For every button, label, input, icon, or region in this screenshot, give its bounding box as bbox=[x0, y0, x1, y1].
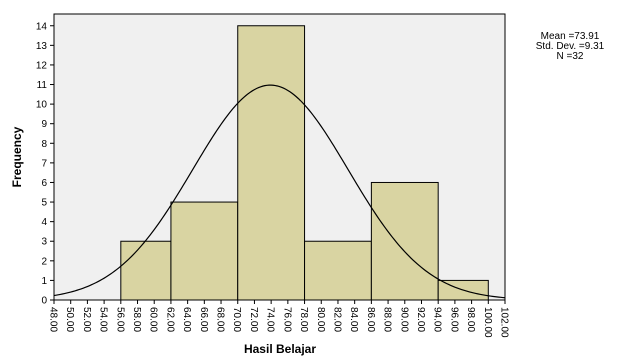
y-tick-label: 2 bbox=[41, 256, 47, 267]
x-tick-label: 96.00 bbox=[448, 307, 459, 332]
x-tick-label: 90.00 bbox=[398, 307, 409, 332]
x-axis: 48.00 50.00 52.00 54.00 56.00 58.00 60.00 62.00… bbox=[48, 300, 510, 338]
x-tick-label: 92.00 bbox=[415, 307, 426, 332]
x-tick-label: 50.00 bbox=[64, 307, 75, 332]
y-tick-label: 14 bbox=[36, 21, 48, 32]
histogram-bar-4 bbox=[304, 240, 372, 301]
y-axis-label: Frequency bbox=[10, 126, 24, 187]
x-tick-label: 78.00 bbox=[298, 307, 309, 332]
x-axis-label: Hasil Belajar bbox=[244, 342, 316, 356]
histogram-bar-1 bbox=[120, 240, 172, 301]
x-tick-label: 100.00 bbox=[482, 307, 493, 338]
y-tick-label: 3 bbox=[41, 237, 47, 248]
x-tick-label: 54.00 bbox=[98, 307, 109, 332]
x-tick-label: 70.00 bbox=[231, 307, 242, 332]
y-tick-label: 8 bbox=[41, 139, 47, 150]
x-tick-label: 58.00 bbox=[131, 307, 142, 332]
x-tick-label: 74.00 bbox=[265, 307, 276, 332]
x-tick-label: 64.00 bbox=[181, 307, 192, 332]
x-tick-label: 94.00 bbox=[432, 307, 443, 332]
x-tick-label: 86.00 bbox=[365, 307, 376, 332]
y-tick-label: 9 bbox=[41, 119, 47, 130]
statistics-legend: Mean =73.91 Std. Dev. =9.31 N =32 bbox=[520, 32, 620, 62]
stat-std-dev: Std. Dev. =9.31 bbox=[535, 41, 605, 52]
y-tick-label: 7 bbox=[41, 158, 47, 169]
y-tick-label: 10 bbox=[36, 100, 48, 111]
y-tick-label: 4 bbox=[41, 217, 47, 228]
x-tick-label: 52.00 bbox=[81, 307, 92, 332]
x-tick-label: 76.00 bbox=[281, 307, 292, 332]
y-tick-label: 5 bbox=[41, 198, 47, 209]
x-tick-label: 66.00 bbox=[198, 307, 209, 332]
y-tick-label: 6 bbox=[41, 178, 47, 189]
x-tick-label: 60.00 bbox=[148, 307, 159, 332]
x-tick-label: 88.00 bbox=[382, 307, 393, 332]
bars-group bbox=[120, 25, 489, 301]
y-tick-label: 0 bbox=[41, 296, 47, 307]
stat-mean: Mean =73.91 bbox=[540, 31, 600, 42]
x-tick-label: 56.00 bbox=[114, 307, 125, 332]
histogram-bar-2 bbox=[170, 201, 239, 301]
y-tick-label: 12 bbox=[36, 60, 48, 71]
x-tick-label: 82.00 bbox=[331, 307, 342, 332]
x-tick-label: 72.00 bbox=[248, 307, 259, 332]
x-tick-label: 102.00 bbox=[499, 307, 510, 338]
x-tick-label: 68.00 bbox=[215, 307, 226, 332]
y-tick-label: 11 bbox=[37, 80, 48, 91]
stat-n: N =32 bbox=[556, 51, 584, 62]
histogram-bar-5 bbox=[370, 181, 439, 301]
x-tick-label: 98.00 bbox=[465, 307, 476, 332]
x-tick-label: 84.00 bbox=[348, 307, 359, 332]
x-tick-label: 62.00 bbox=[164, 307, 175, 332]
x-tick-label: 80.00 bbox=[315, 307, 326, 332]
histogram-bar-3 bbox=[237, 25, 306, 301]
normal-curve bbox=[53, 84, 506, 299]
y-tick-label: 13 bbox=[36, 41, 48, 52]
x-tick-label: 48.00 bbox=[48, 307, 59, 332]
y-tick-label: 1 bbox=[41, 276, 47, 287]
